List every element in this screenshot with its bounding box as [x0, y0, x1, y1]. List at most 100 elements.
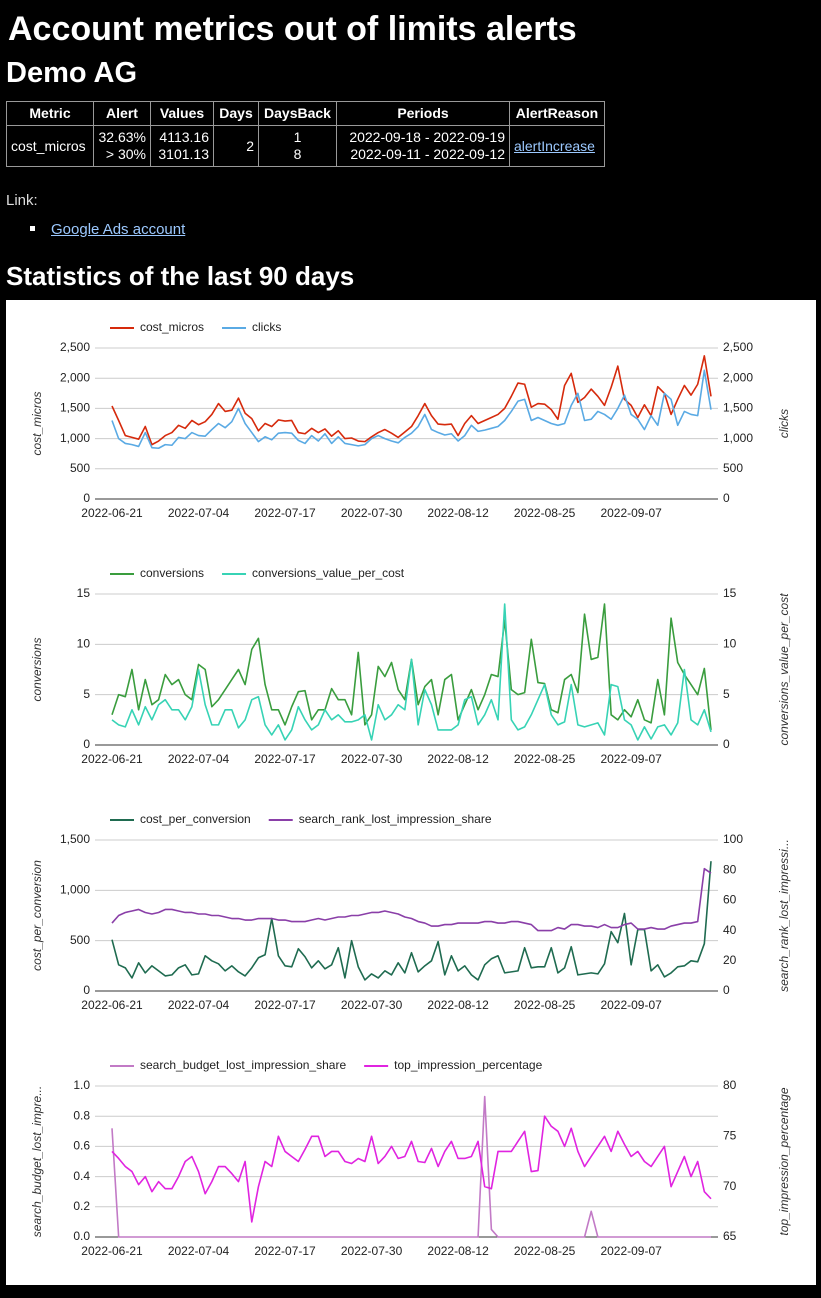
metric: cost_micros: [11, 137, 86, 154]
period: 2022-09-11 - 2022-09-12: [350, 146, 505, 162]
y2-axis-title: clicks: [777, 409, 791, 438]
x-tick-label: 2022-06-21: [81, 752, 143, 766]
y2-axis-title: top_impression_percentage: [777, 1087, 791, 1235]
value: 4113.16: [159, 129, 209, 145]
x-tick-label: 2022-07-17: [254, 998, 316, 1012]
y-tick-label: 1.0: [73, 1078, 90, 1092]
cell: alertIncrease: [509, 125, 605, 167]
period: 2022-09-18 - 2022-09-19: [349, 129, 505, 145]
x-tick-label: 2022-09-07: [600, 998, 662, 1012]
y-tick-label: 2,000: [60, 370, 90, 384]
x-tick-label: 2022-07-30: [341, 752, 403, 766]
header-row: Metric Alert Values Days DaysBack Period…: [6, 101, 605, 126]
y-tick-label: 1,000: [60, 883, 90, 897]
x-tick-label: 2022-07-04: [168, 1244, 230, 1258]
alert: 32.63%: [98, 129, 146, 145]
cell: 32.63% > 30%: [93, 125, 151, 167]
series-line: [111, 1115, 712, 1223]
alert-reason-link[interactable]: alertIncrease: [514, 137, 595, 154]
y-axis-title: cost_per_conversion: [30, 860, 44, 971]
y2-tick-label: 10: [723, 637, 737, 651]
column-header: Metric: [6, 101, 94, 126]
legend-label: cost_micros: [140, 320, 204, 334]
y-tick-label: 0: [83, 491, 90, 505]
x-tick-label: 2022-09-07: [600, 1244, 662, 1258]
days-back: 8: [293, 146, 302, 162]
cell: 4113.16 3101.13: [150, 125, 214, 167]
y2-tick-label: 65: [723, 1229, 737, 1243]
page-title: Account metrics out of limits alerts: [8, 10, 577, 48]
series-line: [111, 867, 712, 932]
y2-tick-label: 20: [723, 953, 737, 967]
x-tick-label: 2022-07-04: [168, 752, 230, 766]
x-tick-label: 2022-07-30: [341, 506, 403, 520]
x-tick-label: 2022-07-17: [254, 1244, 316, 1258]
y2-tick-label: 500: [723, 461, 743, 475]
series-line: [111, 1095, 711, 1238]
x-tick-label: 2022-06-21: [81, 998, 143, 1012]
series-line: [111, 603, 712, 741]
x-tick-label: 2022-07-30: [341, 998, 403, 1012]
y2-tick-label: 60: [723, 893, 737, 907]
y2-tick-label: 5: [723, 687, 730, 701]
y-tick-label: 0: [83, 983, 90, 997]
y-tick-label: 15: [77, 586, 91, 600]
x-tick-label: 2022-06-21: [81, 1244, 143, 1258]
column-header: Periods: [336, 101, 510, 126]
link-label: Link:: [6, 192, 38, 209]
x-tick-label: 2022-08-25: [514, 506, 576, 520]
section-title: Statistics of the last 90 days: [6, 261, 355, 291]
y2-tick-label: 75: [723, 1129, 737, 1143]
y2-tick-label: 2,500: [723, 340, 753, 354]
alert-threshold: > 30%: [105, 146, 146, 162]
y-axis-title: cost_micros: [30, 391, 44, 455]
y2-tick-label: 15: [723, 586, 737, 600]
days-back: 1: [293, 129, 302, 145]
y2-tick-label: 1,000: [723, 431, 753, 445]
x-tick-label: 2022-06-21: [81, 506, 143, 520]
y2-tick-label: 80: [723, 862, 737, 876]
days: 2: [246, 137, 254, 154]
x-tick-label: 2022-08-12: [427, 998, 489, 1012]
legend-label: clicks: [252, 320, 281, 334]
cell: cost_micros: [6, 125, 94, 167]
x-tick-label: 2022-08-12: [427, 1244, 489, 1258]
link-item: Google Ads account: [30, 221, 185, 238]
x-tick-label: 2022-08-25: [514, 752, 576, 766]
x-tick-label: 2022-08-25: [514, 998, 576, 1012]
cell: 2022-09-18 - 2022-09-19 2022-09-11 - 2022…: [336, 125, 510, 167]
column-header: Days: [213, 101, 259, 126]
y-tick-label: 1,000: [60, 431, 90, 445]
series-line: [111, 355, 712, 446]
y-axis-title: conversions: [30, 637, 44, 701]
y-tick-label: 0.6: [73, 1139, 90, 1153]
account-name: Demo AG: [6, 57, 138, 89]
column-header: AlertReason: [509, 101, 605, 126]
y2-tick-label: 70: [723, 1179, 737, 1193]
google-ads-link[interactable]: Google Ads account: [51, 221, 186, 238]
y2-tick-label: 0: [723, 491, 730, 505]
x-tick-label: 2022-09-07: [600, 752, 662, 766]
x-tick-label: 2022-07-30: [341, 1244, 403, 1258]
x-tick-label: 2022-07-17: [254, 752, 316, 766]
column-header: Alert: [93, 101, 151, 126]
legend-label: search_rank_lost_impression_share: [299, 812, 492, 826]
y2-tick-label: 2,000: [723, 370, 753, 384]
charts-panel: 05001,0001,5002,0002,50005001,0001,5002,…: [6, 300, 816, 1285]
x-tick-label: 2022-08-12: [427, 506, 489, 520]
y2-axis-title: conversions_value_per_cost: [777, 593, 791, 746]
y2-tick-label: 40: [723, 923, 737, 937]
legend-label: conversions: [140, 566, 204, 580]
y-tick-label: 500: [70, 461, 90, 475]
column-header: Values: [150, 101, 214, 126]
y-tick-label: 1,500: [60, 401, 90, 415]
y-tick-label: 0.8: [73, 1108, 90, 1122]
series-line: [111, 369, 712, 450]
data-row: cost_micros 32.63% > 30% 4113.16 3101.13 2…: [6, 125, 605, 167]
column-header: DaysBack: [258, 101, 337, 126]
y-tick-label: 500: [70, 933, 90, 947]
y-tick-label: 10: [77, 637, 91, 651]
y2-tick-label: 80: [723, 1078, 737, 1092]
y-tick-label: 0.4: [73, 1169, 90, 1183]
